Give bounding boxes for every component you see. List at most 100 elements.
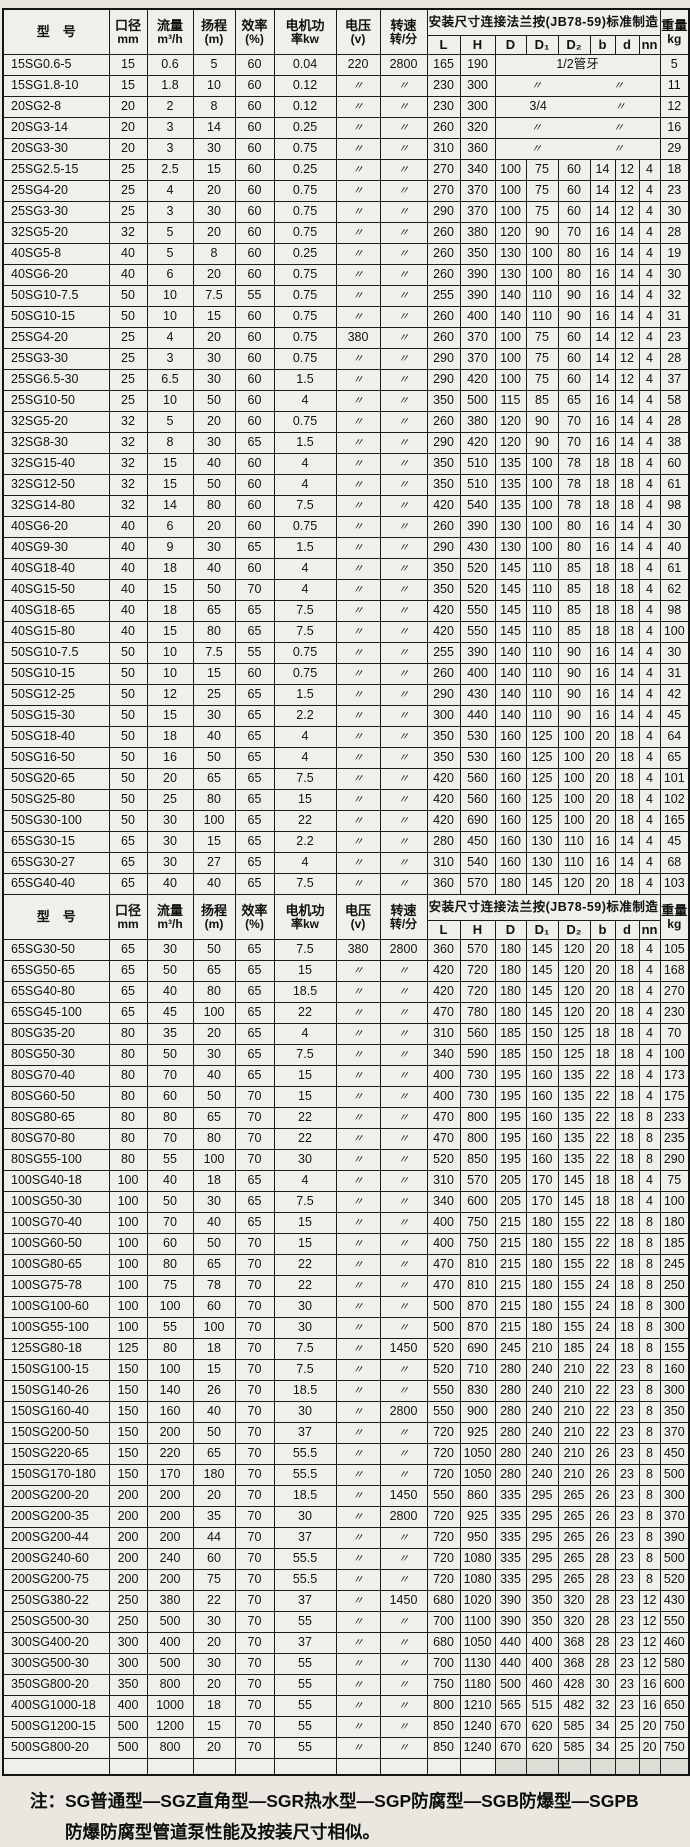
cell-value: 〃 <box>379 369 428 391</box>
ditto-mark: 〃 <box>352 773 364 786</box>
ditto-mark: 〃 <box>352 1742 364 1755</box>
cell-value: 14 <box>614 831 640 853</box>
cell-value: 420 <box>426 768 461 790</box>
cell-value: 370 <box>459 201 496 223</box>
cell-value: 100 <box>557 747 591 769</box>
cell-value: 160 <box>525 1107 559 1129</box>
cell-value: 60 <box>557 180 591 202</box>
table-row: 200SG200-44 200 200 44 70 37 〃〃 720 950 335 295 265… <box>2 1527 690 1549</box>
cell-value: 7.5 <box>273 939 337 961</box>
cell-value: 30 <box>192 705 236 727</box>
cell-value: 50 <box>146 1044 194 1066</box>
ditto-mark: 〃 <box>398 731 409 744</box>
ditto-mark: 〃 <box>352 1448 364 1461</box>
cell-model: 25SG3-30 <box>2 348 110 370</box>
cell-value: 〃 <box>335 1317 381 1339</box>
ditto-mark: 〃 <box>398 353 409 366</box>
cell-value: 75 <box>525 327 559 349</box>
cell-value: 18 <box>614 873 640 895</box>
cell-value: 〃 <box>335 285 381 307</box>
cell-value: 15 <box>273 1065 337 1087</box>
cell-value: 8 <box>638 1107 661 1129</box>
cell-model: 100SG75-78 <box>2 1275 110 1297</box>
cell-value: 〃 <box>335 1170 381 1192</box>
cell-value: 18 <box>192 1170 236 1192</box>
cell-value: 420 <box>426 789 461 811</box>
cell-value: 20 <box>108 117 148 139</box>
cell-value: 40 <box>146 1170 194 1192</box>
ditto-mark: 〃 <box>398 1700 409 1713</box>
cell-value: 101 <box>659 768 690 790</box>
cell-value: 60 <box>234 201 275 223</box>
col-header-install: 安装尺寸连接法兰按(JB78-59)标准制造 <box>426 8 661 36</box>
ditto-mark: 〃 <box>398 206 409 219</box>
cell-value: 60 <box>234 243 275 265</box>
cell-model: 50SG25-80 <box>2 789 110 811</box>
cell-value: 85 <box>525 390 559 412</box>
cell-value: 7.5 <box>273 873 337 895</box>
cell-value: 40 <box>108 516 148 538</box>
cell-value: 〃 <box>379 1212 428 1234</box>
cell-value: 400 <box>459 306 496 328</box>
cell-value: 98 <box>659 600 690 622</box>
cell-value: 500 <box>108 1737 148 1759</box>
cell-value: 380 <box>335 939 381 961</box>
cell-value: 〃 <box>379 1359 428 1381</box>
cell-value: 65 <box>108 960 148 982</box>
cell-value: 18 <box>614 1212 640 1234</box>
cell-value: 4 <box>638 1086 661 1108</box>
cell-value: 70 <box>234 1422 275 1444</box>
cell-value: 125 <box>557 1044 591 1066</box>
ditto-mark: 〃 <box>398 290 409 303</box>
cell-value: 〃 <box>335 705 381 727</box>
cell-value: 〃 <box>335 96 381 118</box>
cell-model: 200SG200-75 <box>2 1569 110 1591</box>
cell-value: 6.5 <box>146 369 194 391</box>
cell-value: 20 <box>589 939 616 961</box>
cell-value: 16 <box>589 516 616 538</box>
cell-value: 〃 <box>379 981 428 1003</box>
cell-value: 45 <box>146 1002 194 1024</box>
cell-value: 300 <box>426 705 461 727</box>
cell-value: 50 <box>108 768 148 790</box>
cell-model: 20SG3-14 <box>2 117 110 139</box>
cell-model: 100SG40-18 <box>2 1170 110 1192</box>
cell-model: 50SG10-15 <box>2 306 110 328</box>
cell-value: 130 <box>494 264 527 286</box>
cell-weight: 29 <box>659 138 690 160</box>
cell-value: 〃 <box>379 747 428 769</box>
cell-thread-span: 〃〃 <box>494 75 661 97</box>
ditto-mark: 〃 <box>398 122 409 135</box>
cell-value: 90 <box>557 306 591 328</box>
cell-value: 〃 <box>379 663 428 685</box>
cell-value: 〃 <box>335 684 381 706</box>
cell-value: 100 <box>192 1317 236 1339</box>
cell-model: 80SG55-100 <box>2 1149 110 1171</box>
cell-value: 〃 <box>379 831 428 853</box>
cell-value: 70 <box>659 1023 690 1045</box>
cell-value: 65 <box>234 537 275 559</box>
ditto-mark: 〃 <box>398 227 409 240</box>
cell-value: 550 <box>426 1380 461 1402</box>
cell-value: 65 <box>108 831 148 853</box>
cell-value: 60 <box>234 369 275 391</box>
cell-value: 〃 <box>379 1674 428 1696</box>
cell-value: 30 <box>192 537 236 559</box>
table-row: 80SG70-40 80 70 40 65 15 〃〃 400 730 195 160 135 22 18… <box>2 1065 690 1087</box>
cell-value: 102 <box>659 789 690 811</box>
cell-value: 800 <box>459 1128 496 1150</box>
table-row: 32SG15-40 32 15 40 60 4 〃〃 350 510 135 100 78 18 18 4 6… <box>2 453 690 475</box>
cell-value: 500 <box>494 1674 527 1696</box>
ditto-mark: 〃 <box>352 1679 364 1692</box>
cell-value: 30 <box>192 1044 236 1066</box>
cell-value: 65 <box>234 726 275 748</box>
cell-value: 390 <box>659 1527 690 1549</box>
cell-value: 235 <box>659 1128 690 1150</box>
cell-value: 8 <box>638 1254 661 1276</box>
cell-value: 14 <box>614 642 640 664</box>
cell-model: 400SG1000-18 <box>2 1695 110 1717</box>
cell-value: 140 <box>494 684 527 706</box>
cell-value: 〃 <box>379 75 428 97</box>
ditto-mark: 〃 <box>352 731 364 744</box>
cell-value: 4 <box>638 432 661 454</box>
